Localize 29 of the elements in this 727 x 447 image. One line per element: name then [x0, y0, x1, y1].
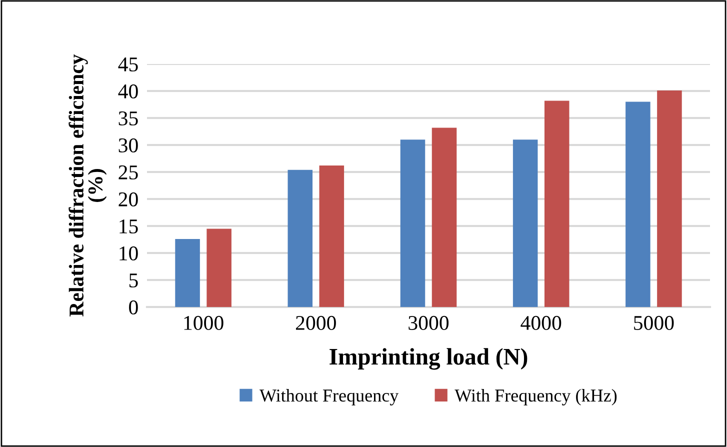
y-tick-label: 10 — [120, 246, 138, 260]
x-tick-label: 2000 — [296, 316, 336, 330]
bar — [319, 166, 344, 307]
legend-label: Without Frequency — [260, 388, 399, 406]
x-tick-label: 3000 — [408, 316, 449, 330]
x-axis-title: Imprinting load (N) — [330, 348, 528, 370]
bar — [432, 128, 457, 307]
x-tick-label: 1000 — [184, 316, 224, 330]
y-tick-label: 0 — [129, 300, 138, 314]
bar — [175, 238, 200, 307]
bar — [512, 140, 538, 307]
y-tick-label: 35 — [118, 111, 138, 126]
y-tick-label: 5 — [129, 274, 138, 288]
y-tick-label: 40 — [118, 84, 138, 98]
x-tick-label: 4000 — [520, 316, 562, 330]
bar — [400, 140, 426, 307]
bar — [206, 228, 232, 307]
bar — [544, 100, 570, 307]
y-tick-label: 15 — [120, 219, 138, 234]
bar — [657, 90, 682, 307]
y-axis-title: Relative diffraction efficiency (%) — [68, 54, 107, 316]
legend-label: With Frequency (kHz) — [454, 388, 617, 406]
y-tick-label: 20 — [118, 192, 138, 206]
y-tick-label: 30 — [118, 138, 138, 152]
bar — [288, 170, 313, 307]
y-tick-label: 45 — [118, 58, 138, 72]
y-tick-label: 25 — [118, 165, 138, 180]
x-tick-label: 5000 — [634, 316, 674, 330]
bar — [626, 102, 650, 307]
